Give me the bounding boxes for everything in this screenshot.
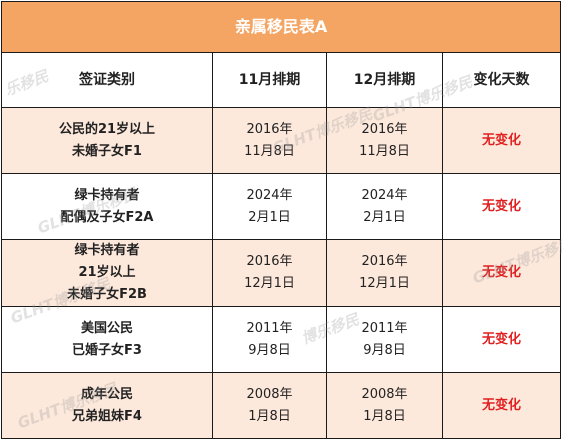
category-line: 成年公民 bbox=[80, 386, 133, 402]
date-day: 2月1日 bbox=[248, 209, 291, 225]
november-date-cell: 2024年 2月1日 bbox=[212, 173, 327, 240]
visa-category-cell: 成年公民 兄弟姐妹F4 bbox=[1, 372, 213, 439]
date-day: 11月8日 bbox=[244, 143, 295, 159]
date-day: 12月1日 bbox=[359, 276, 410, 291]
category-line: 美国公民 bbox=[80, 320, 133, 336]
category-line: 兄弟姐妹F4 bbox=[72, 408, 142, 424]
date-year: 2016年 bbox=[246, 121, 293, 137]
date-year: 2016年 bbox=[361, 121, 408, 137]
november-date-cell: 2008年 1月8日 bbox=[212, 372, 327, 439]
december-date-cell: 2011年 9月8日 bbox=[326, 306, 443, 373]
table-row-f2b: 绿卡持有者 21岁以上 未婚子女F2B 2016年 12月1日 2016年 12… bbox=[1, 239, 562, 307]
date-year: 2008年 bbox=[361, 386, 408, 402]
table-row-f2a: 绿卡持有者 配偶及子女F2A 2024年 2月1日 2024年 2月1日 无变化 bbox=[1, 173, 562, 240]
table-row-f1: 公民的21岁以上 未婚子女F1 2016年 11月8日 2016年 11月8日 … bbox=[1, 107, 562, 174]
table-row-f4: 成年公民 兄弟姐妹F4 2008年 1月8日 2008年 1月8日 无变化 bbox=[1, 372, 562, 439]
date-year: 2011年 bbox=[361, 320, 408, 336]
november-date-cell: 2011年 9月8日 bbox=[212, 306, 327, 373]
december-date-cell: 2024年 2月1日 bbox=[326, 173, 443, 240]
december-date-cell: 2016年 11月8日 bbox=[326, 107, 443, 174]
table-row-f3: 美国公民 已婚子女F3 2011年 9月8日 2011年 9月8日 无变化 bbox=[1, 306, 562, 373]
visa-category-cell: 美国公民 已婚子女F3 bbox=[1, 306, 213, 373]
visa-category-cell: 公民的21岁以上 未婚子女F1 bbox=[1, 107, 213, 174]
header-change-days: 变化天数 bbox=[441, 52, 562, 108]
header-visa-category: 签证类别 bbox=[1, 52, 213, 108]
date-day: 12月1日 bbox=[244, 276, 295, 291]
date-day: 9月8日 bbox=[363, 342, 406, 358]
date-day: 2月1日 bbox=[363, 209, 406, 225]
date-year: 2024年 bbox=[246, 187, 293, 203]
november-date-cell: 2016年 11月8日 bbox=[212, 107, 327, 174]
date-year: 2011年 bbox=[246, 320, 293, 336]
change-cell: 无变化 bbox=[441, 306, 562, 373]
change-cell: 无变化 bbox=[441, 107, 562, 174]
visa-category-cell: 绿卡持有者 21岁以上 未婚子女F2B bbox=[1, 239, 213, 307]
category-line: 已婚子女F3 bbox=[72, 342, 142, 358]
category-line: 绿卡持有者 bbox=[74, 243, 140, 258]
change-cell: 无变化 bbox=[441, 239, 562, 307]
category-line: 未婚子女F2B bbox=[67, 287, 147, 302]
category-line: 未婚子女F1 bbox=[72, 143, 142, 159]
date-day: 1月8日 bbox=[363, 408, 406, 424]
category-line: 绿卡持有者 bbox=[74, 187, 140, 203]
date-year: 2008年 bbox=[246, 386, 293, 402]
category-line: 21岁以上 bbox=[78, 265, 136, 280]
category-line: 公民的21岁以上 bbox=[58, 121, 156, 137]
change-cell: 无变化 bbox=[441, 372, 562, 439]
header-november-date: 11月排期 bbox=[212, 52, 327, 108]
date-year: 2016年 bbox=[361, 254, 408, 269]
date-year: 2024年 bbox=[361, 187, 408, 203]
table-title: 亲属移民表A bbox=[0, 1, 562, 53]
category-line: 配偶及子女F2A bbox=[60, 209, 154, 225]
date-day: 9月8日 bbox=[248, 342, 291, 358]
december-date-cell: 2008年 1月8日 bbox=[326, 372, 443, 439]
visa-category-cell: 绿卡持有者 配偶及子女F2A bbox=[1, 173, 213, 240]
header-row: 签证类别 11月排期 12月排期 变化天数 bbox=[1, 52, 562, 108]
date-day: 1月8日 bbox=[248, 408, 291, 424]
december-date-cell: 2016年 12月1日 bbox=[326, 239, 443, 307]
november-date-cell: 2016年 12月1日 bbox=[212, 239, 327, 307]
date-day: 11月8日 bbox=[359, 143, 410, 159]
header-december-date: 12月排期 bbox=[326, 52, 443, 108]
change-cell: 无变化 bbox=[441, 173, 562, 240]
date-year: 2016年 bbox=[246, 254, 293, 269]
title-row: 亲属移民表A bbox=[0, 1, 562, 53]
